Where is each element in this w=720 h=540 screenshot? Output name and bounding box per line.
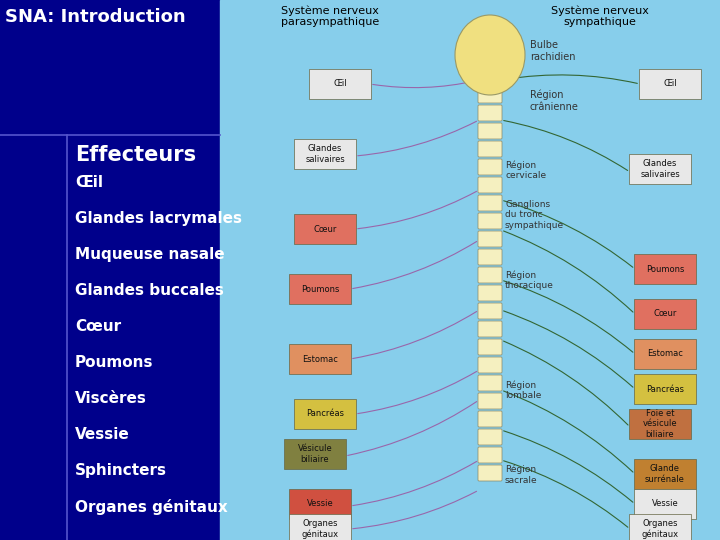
FancyBboxPatch shape — [478, 339, 502, 355]
FancyBboxPatch shape — [309, 69, 371, 99]
FancyBboxPatch shape — [289, 274, 351, 304]
Text: Poumons: Poumons — [646, 265, 684, 273]
Text: Ganglions
du tronc
sympathique: Ganglions du tronc sympathique — [505, 200, 564, 230]
Text: SNA: Introduction: SNA: Introduction — [5, 8, 186, 26]
Text: Région
thoracique: Région thoracique — [505, 270, 554, 290]
FancyBboxPatch shape — [478, 429, 502, 445]
FancyBboxPatch shape — [294, 214, 356, 244]
Text: Organes
génitaux: Organes génitaux — [642, 519, 678, 539]
FancyBboxPatch shape — [294, 139, 356, 169]
FancyBboxPatch shape — [478, 465, 502, 481]
Text: Œil: Œil — [333, 79, 347, 89]
FancyBboxPatch shape — [478, 231, 502, 247]
Bar — [0, 0, 220, 540]
Text: Vessie: Vessie — [75, 427, 130, 442]
FancyBboxPatch shape — [634, 459, 696, 489]
FancyBboxPatch shape — [478, 87, 502, 103]
Text: Estomac: Estomac — [647, 349, 683, 359]
FancyBboxPatch shape — [629, 154, 691, 184]
FancyBboxPatch shape — [478, 249, 502, 265]
Text: Effecteurs: Effecteurs — [75, 145, 196, 165]
FancyBboxPatch shape — [478, 393, 502, 409]
Text: Muqueuse nasale: Muqueuse nasale — [75, 247, 225, 262]
FancyBboxPatch shape — [289, 514, 351, 540]
Text: Viscères: Viscères — [75, 391, 147, 406]
Text: Œil: Œil — [75, 175, 103, 190]
Text: Pancréas: Pancréas — [646, 384, 684, 394]
FancyBboxPatch shape — [478, 375, 502, 391]
FancyBboxPatch shape — [634, 489, 696, 519]
FancyBboxPatch shape — [294, 399, 356, 429]
FancyBboxPatch shape — [634, 339, 696, 369]
FancyBboxPatch shape — [634, 299, 696, 329]
FancyBboxPatch shape — [478, 303, 502, 319]
Ellipse shape — [455, 15, 525, 95]
FancyBboxPatch shape — [478, 141, 502, 157]
Text: Organes génitaux: Organes génitaux — [75, 499, 228, 515]
Text: Poumons: Poumons — [75, 355, 153, 370]
Text: Poumons: Poumons — [301, 285, 339, 294]
FancyBboxPatch shape — [284, 439, 346, 469]
FancyBboxPatch shape — [478, 159, 502, 175]
Text: Vésicule
biliaire: Vésicule biliaire — [297, 444, 333, 464]
Text: Région
cervicale: Région cervicale — [505, 160, 546, 180]
FancyBboxPatch shape — [639, 69, 701, 99]
FancyBboxPatch shape — [289, 489, 351, 519]
FancyBboxPatch shape — [629, 514, 691, 540]
Text: Cœur: Cœur — [313, 225, 337, 233]
Text: Bulbe
rachidien: Bulbe rachidien — [530, 40, 575, 62]
Text: Glande
surrénale: Glande surrénale — [645, 464, 685, 484]
FancyBboxPatch shape — [478, 321, 502, 337]
FancyBboxPatch shape — [634, 374, 696, 404]
Text: Cœur: Cœur — [653, 309, 677, 319]
Text: Région
crânienne: Région crânienne — [530, 90, 579, 112]
Text: Vessie: Vessie — [307, 500, 333, 509]
Text: Glandes
salivaires: Glandes salivaires — [640, 159, 680, 179]
FancyBboxPatch shape — [478, 69, 502, 85]
Text: Organes
génitaux: Organes génitaux — [302, 519, 338, 539]
FancyBboxPatch shape — [478, 123, 502, 139]
Text: Foie et
vésicule
biliaire: Foie et vésicule biliaire — [643, 409, 678, 439]
FancyBboxPatch shape — [478, 357, 502, 373]
FancyBboxPatch shape — [478, 411, 502, 427]
Bar — [220, 0, 720, 540]
FancyBboxPatch shape — [478, 447, 502, 463]
FancyBboxPatch shape — [634, 254, 696, 284]
FancyBboxPatch shape — [478, 267, 502, 283]
Text: Vessie: Vessie — [652, 500, 678, 509]
FancyBboxPatch shape — [629, 409, 691, 439]
Text: Système nerveux
sympathique: Système nerveux sympathique — [551, 5, 649, 27]
Text: Glandes
salivaires: Glandes salivaires — [305, 144, 345, 164]
FancyBboxPatch shape — [478, 105, 502, 121]
Text: Œil: Œil — [663, 79, 677, 89]
Text: Région
lombale: Région lombale — [505, 380, 541, 400]
Text: Glandes buccales: Glandes buccales — [75, 283, 224, 298]
Text: Estomac: Estomac — [302, 354, 338, 363]
Text: Cœur: Cœur — [75, 319, 121, 334]
Text: Sphincters: Sphincters — [75, 463, 167, 478]
FancyBboxPatch shape — [478, 213, 502, 229]
FancyBboxPatch shape — [478, 195, 502, 211]
Text: Glandes lacrymales: Glandes lacrymales — [75, 211, 242, 226]
FancyBboxPatch shape — [478, 177, 502, 193]
Text: Région
sacrale: Région sacrale — [505, 465, 538, 485]
Text: Système nerveux
parasympathique: Système nerveux parasympathique — [281, 5, 379, 27]
FancyBboxPatch shape — [478, 285, 502, 301]
FancyBboxPatch shape — [289, 344, 351, 374]
Text: Pancréas: Pancréas — [306, 409, 344, 418]
